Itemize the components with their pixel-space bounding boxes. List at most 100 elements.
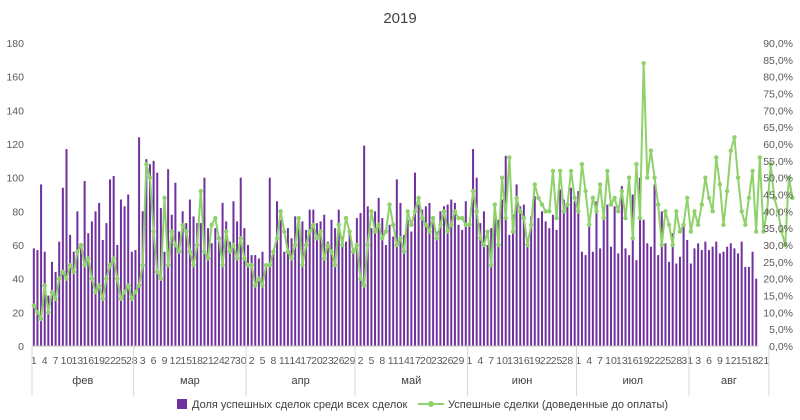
x-tick-label: 12 [725, 355, 737, 367]
x-tick-label: 7 [53, 355, 59, 367]
line-point [238, 236, 243, 241]
right-tick-label: 35,0% [763, 223, 793, 235]
line-point [318, 229, 323, 234]
left-tick-label: 160 [6, 72, 24, 84]
bar [737, 253, 740, 346]
x-tick-label: 11 [388, 355, 399, 367]
line-point [645, 175, 650, 180]
x-tick-label: 22 [649, 355, 661, 367]
line-point [416, 195, 421, 201]
line-point [634, 162, 639, 167]
line-point [630, 236, 635, 241]
line-point [674, 209, 679, 214]
bar [606, 204, 609, 346]
bar [163, 251, 166, 346]
line-point [380, 236, 385, 241]
bar [40, 184, 43, 346]
line-point [681, 222, 686, 227]
bar [69, 234, 72, 346]
line-point [405, 209, 410, 214]
line-point [467, 222, 472, 227]
bar [461, 229, 464, 346]
line-point [180, 222, 185, 227]
bar [286, 228, 289, 346]
line-point [202, 249, 207, 254]
bar [413, 172, 416, 346]
x-tick-label: 4 [586, 355, 592, 367]
bar [726, 246, 729, 346]
bar [722, 251, 725, 346]
bar [715, 241, 718, 346]
line-point [398, 236, 403, 241]
line-point [242, 256, 247, 261]
bar [530, 216, 533, 346]
bar [548, 228, 551, 346]
right-tick-label: 20,0% [763, 274, 793, 286]
bar [668, 261, 671, 346]
bar [439, 211, 442, 346]
bar [47, 295, 50, 346]
line-point [336, 222, 341, 227]
left-tick-label: 120 [6, 139, 24, 151]
line-point [608, 202, 614, 207]
line-point [623, 215, 628, 221]
month-label: фев [72, 375, 93, 387]
line-point [71, 269, 76, 275]
line-point [739, 209, 744, 214]
bar [105, 223, 108, 346]
line-series [31, 61, 795, 322]
bar [170, 214, 173, 346]
bar [522, 204, 525, 346]
x-tick-label: 20 [311, 355, 323, 367]
x-tick-label: 4 [42, 355, 48, 367]
line-point [285, 249, 291, 254]
line-point [144, 162, 149, 167]
line-point [735, 175, 741, 180]
bar [326, 241, 329, 346]
bar [464, 201, 467, 346]
bar [236, 221, 239, 346]
line-point [213, 215, 218, 221]
bar [261, 251, 264, 346]
line-point [49, 289, 55, 295]
line-point [409, 222, 414, 227]
bar [602, 214, 605, 346]
bar [573, 201, 576, 346]
line-point [619, 188, 625, 194]
bar [290, 238, 293, 346]
line-point [772, 195, 777, 201]
bar [156, 172, 159, 346]
x-tick-label: 19 [529, 355, 541, 367]
x-tick-label: 28 [562, 355, 574, 367]
bar [141, 211, 144, 346]
bar [265, 263, 268, 346]
line-point [583, 188, 588, 194]
left-tick-label: 100 [6, 173, 24, 185]
line-point [227, 249, 233, 254]
bar [428, 202, 431, 346]
bar [457, 224, 460, 346]
x-tick-label: 3 [695, 355, 701, 367]
bar [508, 234, 511, 346]
line-point [474, 209, 479, 214]
x-tick-label: 27 [224, 355, 236, 367]
bar [551, 214, 554, 346]
bar [591, 251, 594, 346]
line-point [594, 209, 599, 214]
bar [755, 278, 758, 346]
bar [395, 179, 398, 346]
bar [283, 251, 286, 346]
bar [609, 246, 612, 346]
bar [570, 187, 573, 346]
bar [279, 219, 282, 346]
bar [649, 246, 652, 346]
left-tick-label: 40 [12, 274, 24, 286]
line-point [670, 242, 675, 248]
bar [617, 253, 620, 346]
bar [50, 261, 53, 346]
line-point [67, 263, 73, 268]
bar [308, 209, 311, 346]
line-point [245, 263, 251, 268]
line-point [616, 209, 621, 214]
bar [613, 206, 616, 346]
